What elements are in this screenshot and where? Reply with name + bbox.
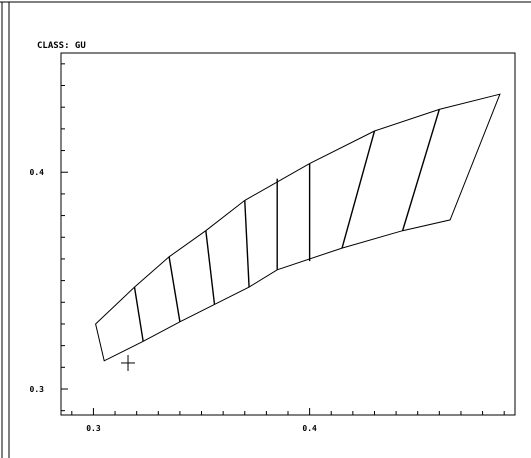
data-layer: [95, 93, 501, 371]
axis-ticks: [61, 63, 505, 415]
y-tick-label: 0.4: [30, 168, 45, 177]
bin-divider-line: [401, 109, 441, 231]
axis-tick-labels: 0.3 0.4 0.3 0.4: [30, 168, 317, 433]
bin-divider-line: [244, 200, 250, 288]
bin-divider-line: [205, 230, 216, 305]
class-label: CLASS: GU: [37, 41, 86, 51]
x-tick-label: 0.3: [86, 424, 101, 433]
bin-divider-line: [341, 130, 376, 249]
y-tick-label: 0.3: [30, 385, 45, 394]
class-region-outline: [95, 93, 501, 362]
bin-divider-line: [168, 256, 181, 322]
x-tick-label: 0.4: [302, 424, 317, 433]
bin-divider-line: [133, 286, 144, 342]
